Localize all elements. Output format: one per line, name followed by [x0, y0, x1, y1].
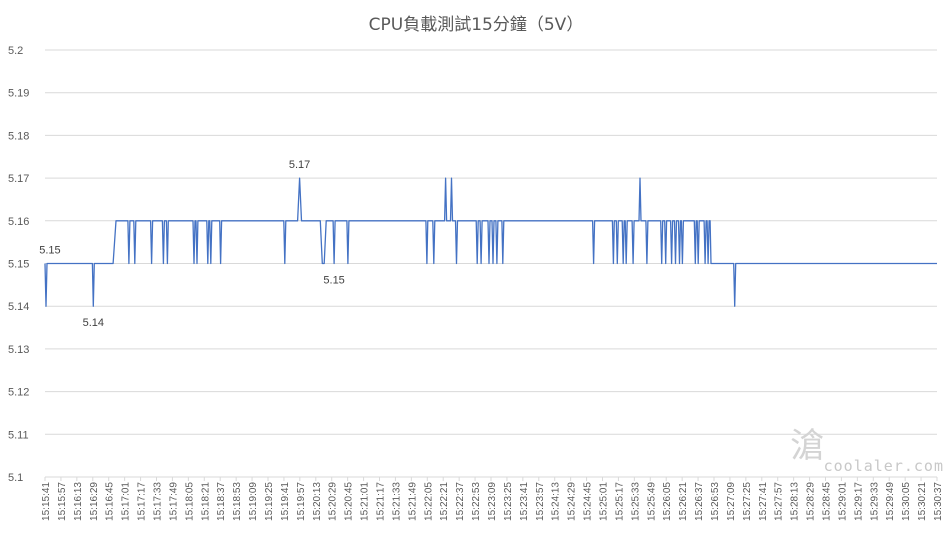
x-tick-label: 15:18:21: [200, 482, 211, 521]
x-tick-label: 15:26:21: [678, 482, 689, 521]
x-tick-label: 15:30:05: [901, 482, 912, 521]
data-label: 5.15: [39, 245, 60, 257]
x-tick-label: 15:22:21: [439, 482, 450, 521]
x-tick-label: 15:25:33: [630, 482, 641, 521]
y-tick-label: 5.12: [8, 387, 29, 399]
x-tick-label: 15:16:45: [105, 482, 116, 521]
x-tick-label: 15:17:01: [121, 482, 132, 521]
x-tick-label: 15:27:41: [758, 482, 769, 521]
x-tick-label: 15:20:13: [312, 482, 323, 521]
x-tick-label: 15:19:57: [296, 482, 307, 521]
x-tick-label: 15:28:13: [790, 482, 801, 521]
x-tick-label: 15:23:09: [487, 482, 498, 521]
data-label: 5.17: [289, 159, 310, 171]
x-tick-label: 15:30:21: [917, 482, 928, 521]
x-tick-label: 15:23:25: [503, 482, 514, 521]
y-tick-label: 5.16: [8, 216, 29, 228]
x-tick-label: 15:27:25: [742, 482, 753, 521]
y-tick-label: 5.13: [8, 344, 29, 356]
x-tick-label: 15:18:05: [184, 482, 195, 521]
x-tick-label: 15:19:41: [280, 482, 291, 521]
x-tick-label: 15:21:01: [360, 482, 371, 521]
x-tick-label: 15:17:49: [168, 482, 179, 521]
x-tick-label: 15:17:17: [137, 482, 148, 521]
x-tick-label: 15:25:17: [614, 482, 625, 521]
x-tick-label: 15:30:37: [933, 482, 944, 521]
x-tick-label: 15:27:57: [774, 482, 785, 521]
x-tick-label: 15:29:49: [885, 482, 896, 521]
y-tick-label: 5.1: [8, 472, 23, 484]
x-tick-label: 15:15:57: [57, 482, 68, 521]
x-tick-label: 15:19:25: [264, 482, 275, 521]
x-tick-label: 15:23:41: [519, 482, 530, 521]
data-label: 5.14: [83, 317, 104, 329]
x-tick-label: 15:24:13: [551, 482, 562, 521]
y-tick-label: 5.11: [8, 429, 29, 441]
x-tick-label: 15:29:01: [837, 482, 848, 521]
y-tick-label: 5.14: [8, 301, 29, 313]
watermark-text: coolaler.com: [823, 457, 944, 475]
x-tick-label: 15:27:09: [726, 482, 737, 521]
series-line: [44, 177, 937, 307]
x-tick-label: 15:28:45: [822, 482, 833, 521]
chart-title: CPU負載測試15分鐘（5V）: [368, 15, 584, 35]
x-tick-label: 15:15:41: [41, 482, 52, 521]
x-tick-label: 15:26:53: [710, 482, 721, 521]
data-label: 5.15: [323, 275, 344, 287]
x-tick-label: 15:26:05: [662, 482, 673, 521]
x-tick-label: 15:22:37: [455, 482, 466, 521]
x-tick-label: 15:21:49: [407, 482, 418, 521]
x-tick-label: 15:20:45: [344, 482, 355, 521]
y-tick-label: 5.19: [8, 88, 29, 100]
x-tick-label: 15:25:49: [646, 482, 657, 521]
x-tick-label: 15:16:13: [73, 482, 84, 521]
x-tick-label: 15:22:05: [423, 482, 434, 521]
x-tick-label: 15:24:45: [583, 482, 594, 521]
x-tick-label: 15:24:29: [567, 482, 578, 521]
x-tick-label: 15:16:29: [89, 482, 100, 521]
x-tick-label: 15:17:33: [153, 482, 164, 521]
y-tick-label: 5.17: [8, 173, 29, 185]
x-tick-label: 15:20:29: [328, 482, 339, 521]
x-tick-label: 15:26:37: [694, 482, 705, 521]
y-tick-label: 5.15: [8, 259, 29, 271]
x-tick-label: 15:22:53: [471, 482, 482, 521]
x-tick-label: 15:28:29: [806, 482, 817, 521]
x-tick-label: 15:23:57: [535, 482, 546, 521]
x-tick-label: 15:21:17: [376, 482, 387, 521]
x-tick-label: 15:25:01: [599, 482, 610, 521]
y-tick-label: 5.18: [8, 130, 29, 142]
x-tick-label: 15:29:33: [869, 482, 880, 521]
x-tick-label: 15:29:17: [853, 482, 864, 521]
y-tick-label: 5.2: [8, 45, 23, 57]
x-tick-label: 15:18:37: [216, 482, 227, 521]
watermark-logo: 滄: [790, 426, 824, 466]
x-tick-label: 15:19:09: [248, 482, 259, 521]
x-tick-label: 15:21:33: [391, 482, 402, 521]
x-tick-label: 15:18:53: [232, 482, 243, 521]
